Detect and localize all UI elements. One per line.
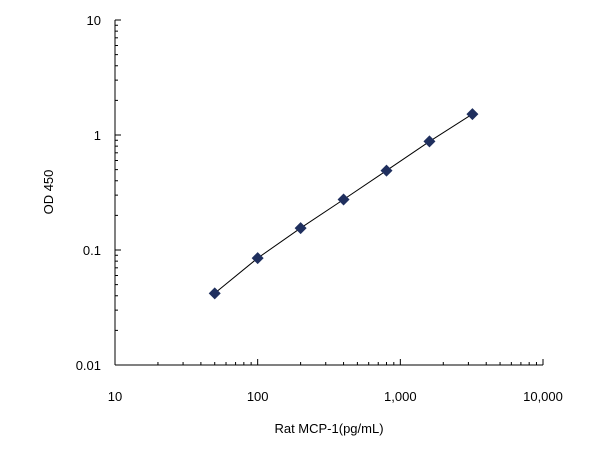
data-point-diamond: [208, 287, 221, 300]
data-point-diamond: [423, 135, 436, 148]
y-axis-ticks: 0.01 0.1 1 10: [76, 13, 121, 373]
y-tick-label: 0.1: [83, 243, 101, 258]
x-axis-ticks: 10 100 1,000 10,000: [108, 359, 563, 404]
data-points: [208, 108, 479, 300]
data-point-diamond: [337, 193, 350, 206]
plot-area: [115, 20, 543, 365]
x-tick-label: 10,000: [523, 389, 563, 404]
x-tick-label: 100: [247, 389, 269, 404]
y-tick-label: 1: [94, 128, 101, 143]
x-axis-title: Rat MCP-1(pg/mL): [274, 421, 383, 436]
x-tick-label: 1,000: [384, 389, 417, 404]
data-point-diamond: [380, 164, 393, 177]
data-point-diamond: [466, 108, 479, 121]
y-tick-label: 0.01: [76, 358, 101, 373]
y-tick-label: 10: [87, 13, 101, 28]
x-tick-label: 10: [108, 389, 122, 404]
data-point-diamond: [251, 252, 264, 265]
data-point-diamond: [294, 222, 307, 235]
y-axis-title: OD 450: [41, 170, 56, 215]
